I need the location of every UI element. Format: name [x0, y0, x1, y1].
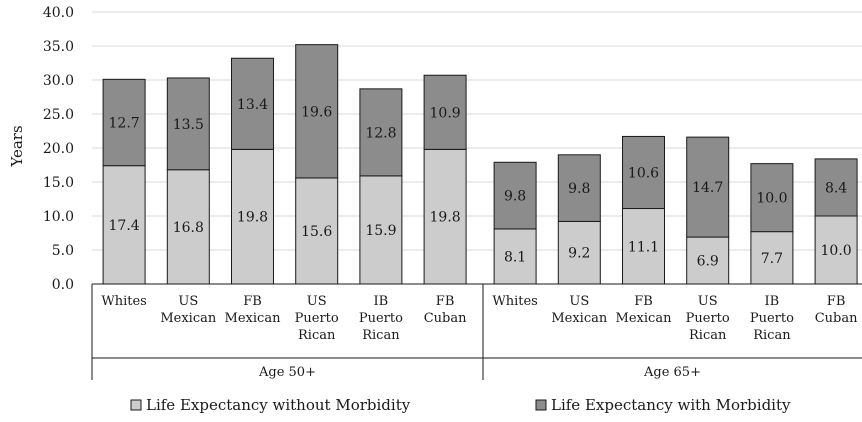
y-tick-label: 5.0: [52, 243, 74, 259]
data-label: 16.8: [173, 220, 204, 236]
bar-without-morbidity: [814, 215, 858, 285]
data-label: 17.4: [109, 218, 140, 234]
y-tick-label: 35.0: [43, 39, 74, 55]
data-label: 13.4: [237, 97, 268, 113]
data-label: 12.7: [109, 116, 140, 132]
x-category-label: Rican: [362, 328, 400, 343]
x-category-label: Puerto: [295, 311, 339, 326]
bar-with-morbidity: [102, 78, 146, 167]
group-label: Age 50+: [258, 365, 316, 380]
bar-with-morbidity: [622, 135, 665, 210]
x-category-label: Mexican: [225, 311, 282, 326]
y-tick-label: 0.0: [52, 277, 74, 293]
x-category-label: US: [698, 294, 718, 309]
y-tick-label: 30.0: [43, 73, 74, 89]
data-label: 15.6: [301, 224, 332, 240]
bar-without-morbidity: [622, 208, 665, 285]
data-label: 12.8: [365, 125, 396, 141]
data-label: 8.4: [825, 180, 847, 196]
x-category-label: Rican: [298, 328, 336, 343]
x-category-label: Puerto: [359, 311, 403, 326]
data-label: 14.7: [692, 180, 723, 196]
x-category-label: Mexican: [160, 311, 217, 326]
x-category-label: Puerto: [686, 311, 730, 326]
bar-without-morbidity: [750, 231, 794, 285]
x-category-label: US: [569, 294, 589, 309]
data-label: 7.7: [761, 251, 783, 267]
x-category-label: IB: [765, 294, 780, 309]
x-category-label: Cuban: [815, 311, 858, 326]
y-tick-label: 40.0: [43, 5, 74, 21]
x-category-label: Whites: [101, 294, 146, 309]
x-category-label: FB: [436, 294, 455, 309]
data-label: 19.6: [301, 104, 332, 120]
x-category-label: FB: [827, 294, 846, 309]
bar-with-morbidity: [423, 74, 467, 150]
legend-label: Life Expectancy without Morbidity: [146, 396, 411, 414]
data-label: 11.1: [628, 239, 659, 255]
bar-with-morbidity: [814, 158, 858, 217]
bar-with-morbidity: [295, 44, 339, 179]
x-category-label: US: [307, 294, 327, 309]
y-tick-label: 20.0: [43, 141, 74, 157]
data-label: 9.2: [568, 246, 590, 262]
data-label: 19.8: [430, 210, 461, 226]
x-category-label: Mexican: [551, 311, 608, 326]
x-category-label: Puerto: [750, 311, 794, 326]
y-tick-label: 25.0: [43, 107, 74, 123]
bar-with-morbidity: [750, 163, 794, 233]
data-label: 9.8: [568, 181, 590, 197]
bar-without-morbidity: [423, 148, 467, 285]
data-label: 9.8: [504, 189, 526, 205]
y-axis-ticks: 0.0 5.0 10.0 15.0 20.0 25.0 30.0 35.0 40.0: [43, 5, 74, 293]
x-category-label: US: [178, 294, 198, 309]
data-label: 13.5: [173, 117, 204, 133]
x-category-label: Whites: [492, 294, 537, 309]
data-label: 19.8: [237, 210, 268, 226]
y-axis-label: Years: [8, 125, 26, 167]
data-label: 10.9: [430, 105, 461, 121]
data-label: 10.0: [821, 243, 852, 259]
data-label: 10.6: [628, 165, 659, 181]
grid-lines: [92, 11, 862, 251]
data-label: 8.1: [504, 249, 526, 265]
y-tick-label: 10.0: [43, 209, 74, 225]
legend-swatch: [130, 399, 142, 411]
legend-label: Life Expectancy with Morbidity: [551, 396, 791, 414]
x-category-label: Rican: [753, 328, 791, 343]
x-axis: Whites US Mexican FB Mexican US Puerto Rican IB P…: [91, 283, 862, 380]
group-label: Age 65+: [643, 365, 701, 380]
bar-without-morbidity: [686, 236, 730, 285]
x-category-label: FB: [634, 294, 653, 309]
data-label: 6.9: [697, 254, 719, 270]
data-labels: 17.4 12.7 16.8 13.5 19.8 13.4 15.6 19.6 15.9 12.8…: [109, 97, 852, 270]
bar-without-morbidity: [102, 165, 146, 285]
bar-with-morbidity: [686, 136, 730, 238]
bars: [102, 44, 858, 285]
bar-with-morbidity: [166, 77, 210, 171]
bar-with-morbidity: [493, 161, 537, 230]
bar-with-morbidity: [231, 57, 274, 150]
x-category-label: Cuban: [424, 311, 467, 326]
data-label: 15.9: [365, 223, 396, 239]
data-label: 10.0: [756, 191, 787, 207]
x-category-label: Rican: [689, 328, 727, 343]
bar-without-morbidity: [231, 148, 274, 285]
bar-with-morbidity: [557, 154, 601, 222]
bar-with-morbidity: [359, 88, 403, 177]
x-category-label: FB: [243, 294, 262, 309]
y-tick-label: 15.0: [43, 175, 74, 191]
legend: Life Expectancy without Morbidity Life Ex…: [130, 396, 791, 414]
bar-without-morbidity: [166, 169, 210, 285]
x-category-label: IB: [374, 294, 389, 309]
x-category-label: Mexican: [616, 311, 673, 326]
legend-swatch: [535, 399, 547, 411]
